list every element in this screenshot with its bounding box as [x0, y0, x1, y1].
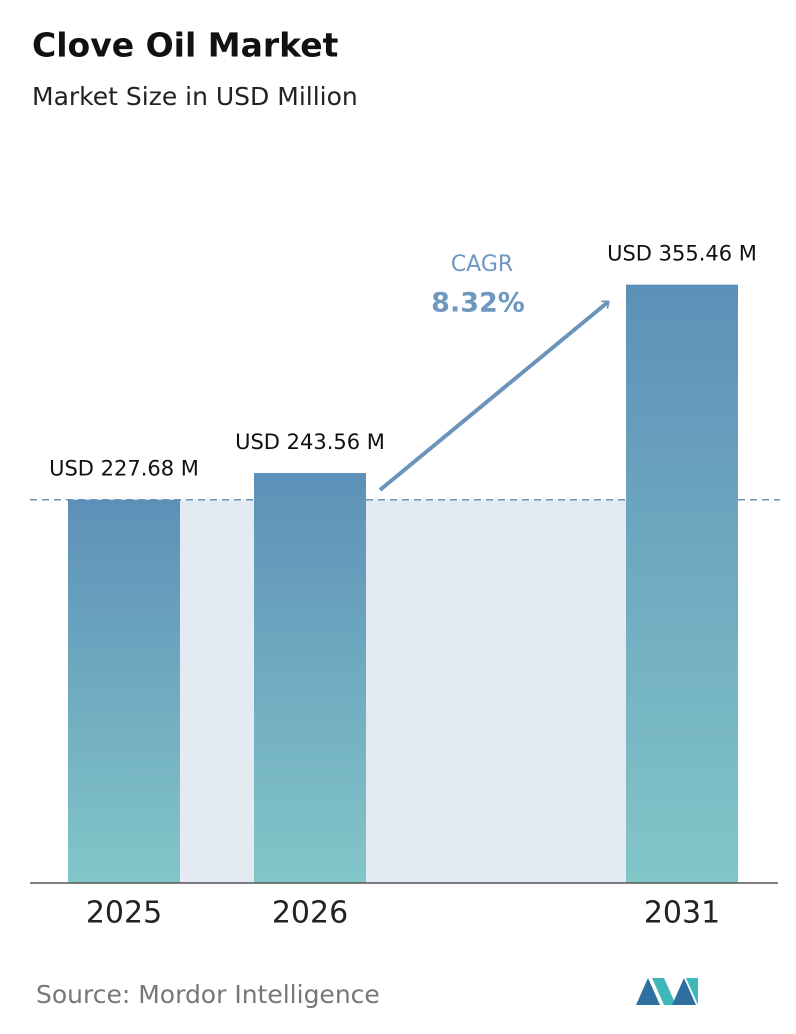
background-layer [30, 284, 780, 883]
logo [636, 978, 698, 1005]
x-tick-label: 2025 [86, 896, 162, 931]
bar [68, 499, 180, 883]
bar [254, 473, 366, 883]
bar [626, 284, 738, 883]
value-label: USD 243.56 M [235, 430, 385, 454]
x-tick-label: 2031 [644, 896, 720, 931]
cagr-arrow [378, 300, 608, 492]
value-label: USD 355.46 M [607, 242, 757, 266]
x-tick-label: 2026 [272, 896, 348, 931]
source: Source: Mordor Intelligence [36, 980, 380, 1009]
value-label: USD 227.68 M [49, 457, 199, 481]
chart-title: Clove Oil Market [32, 26, 339, 65]
cagr-value: 8.32% [431, 288, 525, 319]
cagr-label: CAGR [451, 252, 513, 277]
chart-subtitle: Market Size in USD Million [32, 82, 358, 111]
